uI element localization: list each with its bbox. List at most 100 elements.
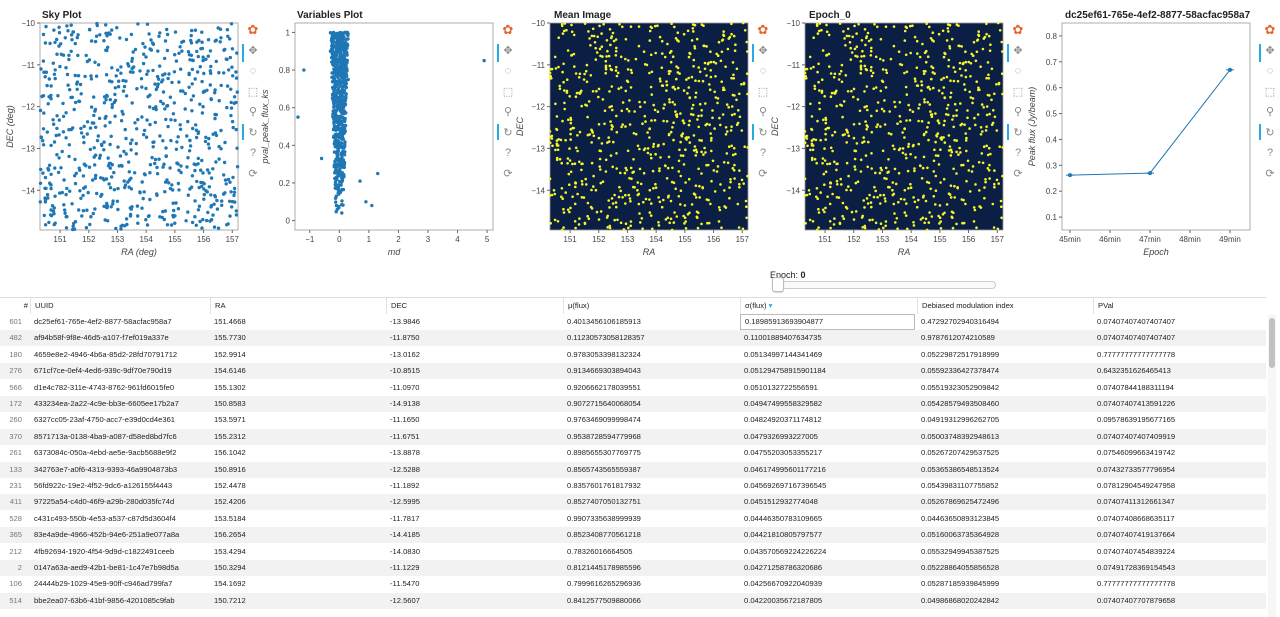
table-cell[interactable]: 0.046174995601177216 [744,464,826,474]
pan-icon[interactable]: ✥ [503,44,513,57]
pan-icon[interactable]: ✥ [758,44,768,57]
table-cell[interactable]: 0.04755203053355217 [744,448,823,458]
pan-icon[interactable]: ✥ [1013,44,1023,57]
table-row[interactable]: 212 4fb92694-1920-4f54-9d9d-c1822491ceeb 1… [0,543,1266,560]
table-cell[interactable]: 0.8121445178985596 [567,563,641,572]
logo-icon[interactable]: ✿ [1012,22,1024,37]
table-cell[interactable]: 0.05532949945387525 [921,546,1000,556]
table-cell[interactable]: d1e4c782-311e-4743-8762-961fd6015fe0 [34,382,175,392]
table-cell[interactable]: 0.77777777777777778 [1097,579,1176,589]
box-select-icon[interactable]: ⬚ [757,85,769,98]
epoch-slider-handle[interactable] [772,277,784,292]
column-header[interactable]: PVal [1093,298,1265,314]
logo-icon[interactable]: ✿ [757,22,769,37]
table-cell[interactable]: -13.9846 [390,317,420,326]
table-cell[interactable]: 156.2654 [214,530,246,540]
table-cell[interactable]: 0.9206662178039551 [567,382,641,392]
table-cell[interactable]: 0.07407407407409919 [1097,431,1176,441]
reset-zoom-icon[interactable]: ↻ [758,126,768,139]
table-cell[interactable]: 342763e7-a0f6-4313-9393-46a9904873b3 [34,464,178,474]
table-cell[interactable]: 6327cc05-23af-4750-acc7-e39d0cd4e361 [34,415,176,425]
table-cell[interactable]: 155.1302 [214,382,246,392]
table-cell[interactable]: 0.8412577509880066 [567,595,641,605]
table-cell[interactable]: 0.9538728594779968 [567,431,641,441]
table-cell[interactable]: 180 [9,349,22,359]
table-cell[interactable]: 0.05003748392948613 [921,431,1000,441]
table-row[interactable]: 601 dc25ef61-765e-4ef2-8877-58acfac958a7 1… [0,314,1266,330]
table-cell[interactable]: 2 [17,563,22,572]
table-cell[interactable]: c431c493-550b-4e53-a537-c87d5d3604f4 [34,513,176,523]
table-cell[interactable]: 0.07407408668635117 [1097,513,1175,523]
table-cell[interactable]: -11.1650 [390,415,420,425]
column-header[interactable]: σ(flux) ▾ [740,298,916,314]
table-cell[interactable]: 433234ea-2a22-4c9e-bb3e-6605ee17b2a7 [34,399,179,408]
lightcurve-chart[interactable]: 45min 46min 47min 48min 49min0.10.20.30.40.5… [1025,0,1280,262]
table-cell[interactable]: 152.4206 [214,497,246,507]
refresh-icon[interactable]: ⟳ [758,167,768,180]
table-cell[interactable]: 156.1042 [214,448,246,458]
table-cell[interactable]: 0.78326016664505 [567,546,633,556]
table-cell[interactable]: 0.05229872517918999 [921,349,1000,359]
reset-zoom-icon[interactable]: ↻ [248,126,258,139]
table-cell[interactable]: 0.04421810805797577 [744,530,823,540]
table-cell[interactable]: -13.0162 [390,349,420,359]
table-cell[interactable]: 4659e8e2-4946-4b6a-85d2-28fd70791712 [34,349,178,359]
wheel-zoom-icon[interactable]: ⚲ [1265,106,1275,118]
table-cell[interactable]: 0.9072715640068054 [567,399,641,408]
table-cell[interactable]: 0.09578639195677165 [1097,415,1176,425]
table-cell[interactable]: 0.8985655307769775 [567,448,641,458]
lasso-icon[interactable]: ◌ [1014,65,1022,77]
table-cell[interactable]: 0.07407844188311194 [1097,382,1175,392]
table-cell[interactable]: -14.4185 [390,530,420,540]
table-row[interactable]: 411 97225a54-c4d0-46f9-a29b-280d035fc74d 1… [0,494,1266,511]
table-cell[interactable]: 0.8357601761817932 [567,481,641,490]
table-cell[interactable]: 0.07407411312661347 [1097,497,1175,507]
table-cell[interactable]: 482 [9,333,22,343]
table-cell[interactable]: 0.07407407419137664 [1097,530,1176,540]
table-cell[interactable]: 151.4668 [214,317,246,326]
table-cell[interactable]: bbe2ea07-63b6-41bf-9856-4201085c9fab [34,595,175,605]
wheel-zoom-icon[interactable]: ⚲ [248,106,258,118]
table-row[interactable]: 514 bbe2ea07-63b6-41bf-9856-4201085c9fab 1… [0,592,1266,609]
refresh-icon[interactable]: ⟳ [1013,167,1023,180]
table-row[interactable]: 482 af94b58f-9f8e-46d5-a107-f7ef019a337e 1… [0,330,1266,347]
table-cell[interactable]: 4fb92694-1920-4f54-9d9d-c1822491ceeb [34,546,175,556]
box-select-icon[interactable]: ⬚ [1264,85,1276,98]
table-cell[interactable]: 0.0510132722556591 [744,382,818,392]
table-cell[interactable]: -12.5995 [390,497,420,507]
logo-icon[interactable]: ✿ [502,22,514,37]
table-cell[interactable]: 0.04271258786320686 [744,563,823,572]
variables-plot-chart[interactable]: −1 0 1 2 3 4 500.20.40.60.81mdpval_peak_flux_k… [255,0,515,262]
table-cell[interactable]: 276 [9,366,22,376]
table-cell[interactable]: 150.3294 [214,563,246,572]
column-header[interactable]: Debiased modulation index [917,298,1092,314]
table-cell[interactable]: 24444b29-1029-45e9-90ff-c946ad799fa7 [34,579,173,589]
table-cell[interactable]: 0.0479326993227005 [744,431,818,441]
table-cell[interactable]: 150.8583 [214,399,246,408]
pan-icon[interactable]: ✥ [1265,44,1275,57]
table-cell[interactable]: 0.07407407413591226 [1097,399,1176,408]
table-cell[interactable]: 155.2312 [214,431,246,441]
lasso-icon[interactable]: ◌ [759,65,767,77]
table-cell[interactable]: dc25ef61-765e-4ef2-8877-58acfac958a7 [34,317,172,326]
table-cell[interactable]: 0.04824920371174812 [744,415,822,425]
mean-image-chart[interactable]: 151 152 153 154 155 156 157−10−11−12−13−14RADE… [510,0,770,262]
table-cell[interactable]: 0.07407407454839224 [1097,546,1176,556]
table-cell[interactable]: 0.11230573058128357 [567,333,645,343]
table-cell[interactable]: -12.5288 [390,464,420,474]
table-cell[interactable]: 0.05160063735364928 [921,530,1000,540]
table-row[interactable]: 133 342763e7-a0f6-4313-9393-46a9904873b3 1… [0,461,1266,478]
table-row[interactable]: 260 6327cc05-23af-4750-acc7-e39d0cd4e361 1… [0,412,1266,429]
table-cell[interactable]: 155.7730 [214,333,246,343]
table-cell[interactable]: 566 [9,382,22,392]
table-cell[interactable]: 154.1692 [214,579,246,589]
table-cell[interactable]: 0.8523408770561218 [567,530,641,540]
reset-zoom-icon[interactable]: ↻ [1265,126,1275,139]
help-icon[interactable]: ? [759,147,767,159]
table-cell[interactable]: 0.9907335638999939 [567,513,641,523]
table-cell[interactable]: 0.0451512932774048 [744,497,818,507]
table-cell[interactable]: 0.7999616265296936 [567,579,641,589]
table-cell[interactable]: 0.9763469099998474 [567,415,641,425]
table-cell[interactable]: 0.045692697167396545 [744,481,827,490]
